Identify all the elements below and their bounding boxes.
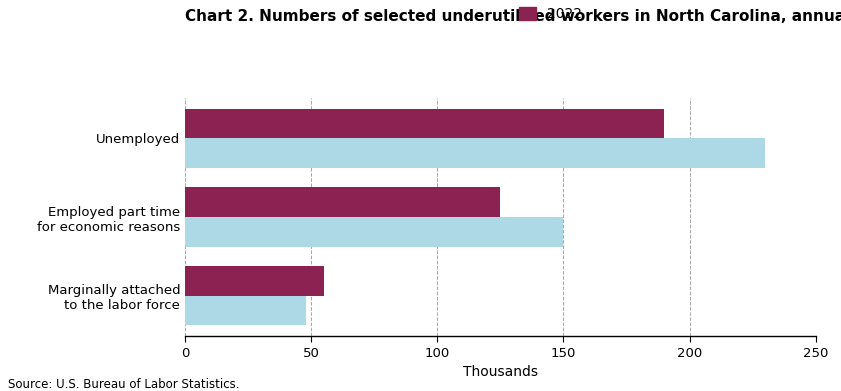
Bar: [185, 296, 306, 325]
Bar: [185, 138, 765, 168]
Text: Chart 2. Numbers of selected underutilized workers in North Carolina, annual ave: Chart 2. Numbers of selected underutiliz…: [185, 9, 841, 24]
Bar: [185, 187, 500, 217]
Bar: [185, 109, 664, 138]
Bar: [185, 266, 324, 296]
X-axis label: Thousands: Thousands: [463, 365, 538, 379]
Legend: 2021, 2022: 2021, 2022: [516, 0, 586, 25]
Bar: [185, 217, 563, 247]
Text: Source: U.S. Bureau of Labor Statistics.: Source: U.S. Bureau of Labor Statistics.: [8, 378, 240, 391]
